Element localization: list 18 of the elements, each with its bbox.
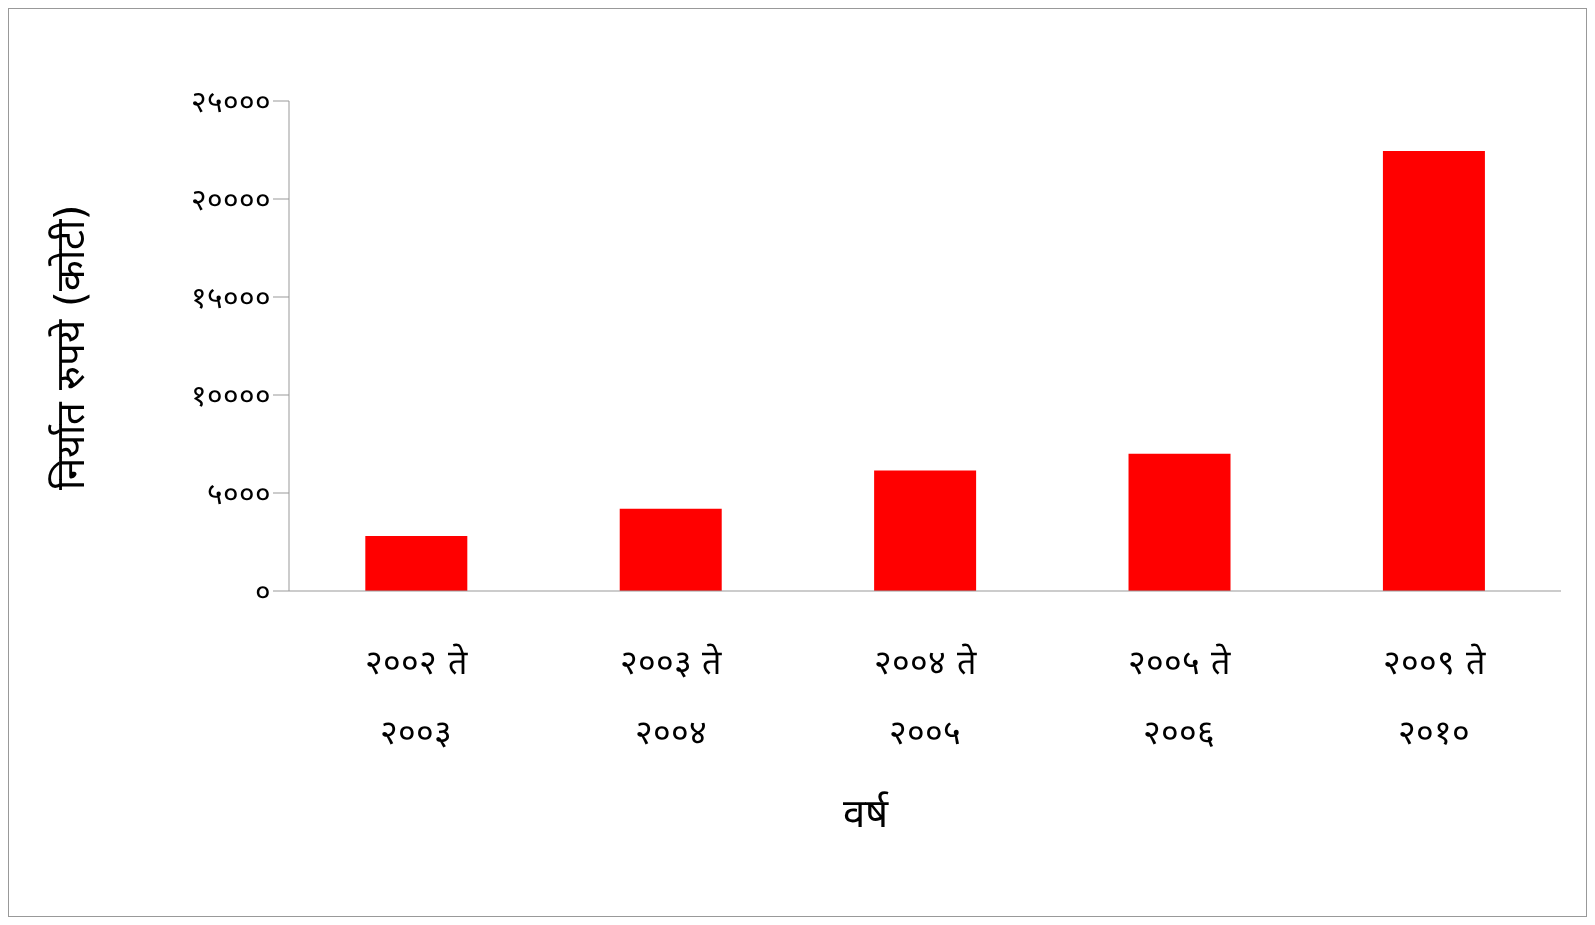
y-tick-label: १०००० <box>191 377 271 413</box>
y-tick-label: २५००० <box>191 83 271 119</box>
x-tick-label: २००५ ते २००६ <box>1128 642 1232 752</box>
x-tick-label: २००२ ते २००३ <box>365 642 469 752</box>
bar <box>1382 150 1485 591</box>
x-tick-label: २००३ ते २००४ <box>619 642 723 752</box>
y-tick-label: ५००० <box>207 475 271 511</box>
x-tick-label: २००९ ते २०१० <box>1382 642 1486 752</box>
x-axis-title: वर्ष <box>841 789 890 838</box>
y-tick-label: १५००० <box>191 279 271 315</box>
x-tick-label: २००४ ते २००५ <box>874 642 977 752</box>
y-tick-label: २०००० <box>191 181 271 217</box>
y-tick-label: ० <box>255 573 271 609</box>
bar <box>1128 453 1231 591</box>
bar <box>365 536 468 591</box>
y-axis-title: निर्यात रुपये (कोटी) <box>46 204 95 490</box>
bar <box>619 508 722 591</box>
bar <box>874 470 977 591</box>
